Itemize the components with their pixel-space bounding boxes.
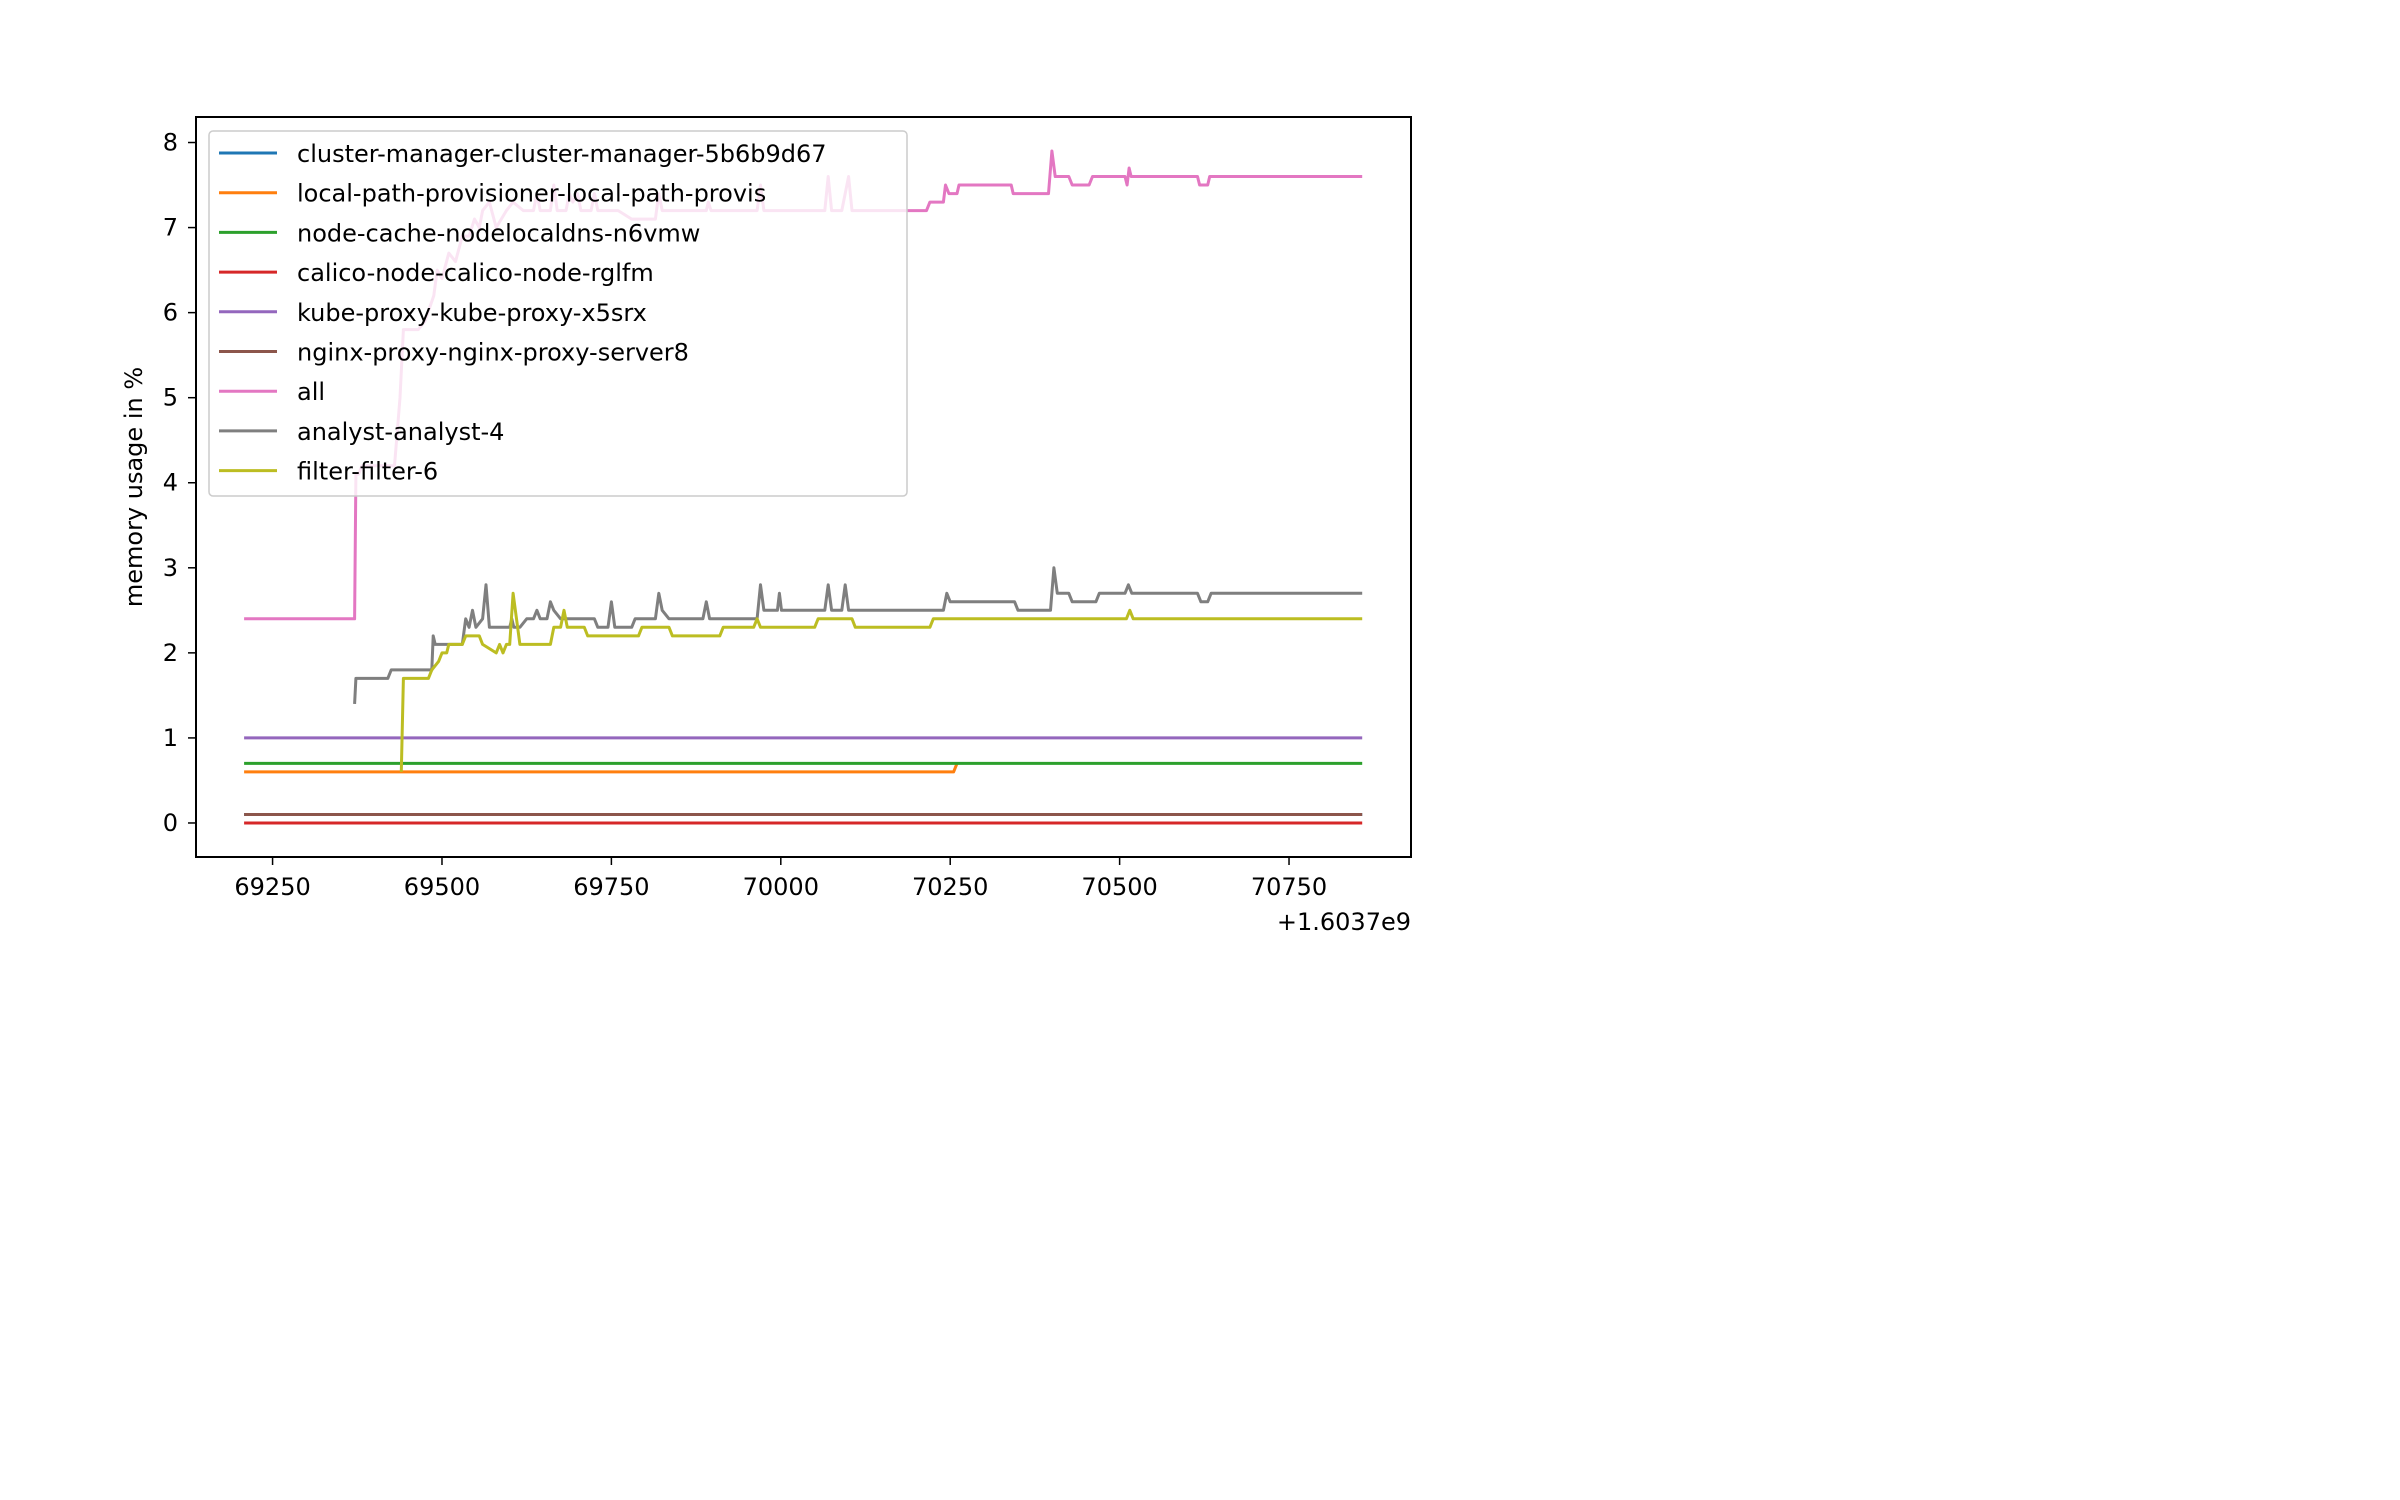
legend-label: nginx-proxy-nginx-proxy-server8 bbox=[297, 339, 689, 367]
legend-label: local-path-provisioner-local-path-provis bbox=[297, 180, 766, 208]
legend-label: analyst-analyst-4 bbox=[297, 418, 504, 446]
x-tick-label: 69250 bbox=[234, 873, 310, 901]
legend-label: all bbox=[297, 378, 325, 406]
x-tick-label: 70250 bbox=[912, 873, 988, 901]
legend-label: filter-filter-6 bbox=[297, 458, 438, 486]
series-line-7 bbox=[353, 566, 1363, 704]
y-tick-label: 7 bbox=[163, 214, 178, 242]
y-tick-label: 2 bbox=[163, 639, 178, 667]
legend-label: kube-proxy-kube-proxy-x5srx bbox=[297, 299, 647, 327]
plot-frame bbox=[195, 116, 1412, 858]
y-tick-label: 4 bbox=[163, 469, 178, 497]
y-tick-label: 6 bbox=[163, 299, 178, 327]
y-tick-label: 3 bbox=[163, 554, 178, 582]
x-offset-label: +1.6037e9 bbox=[1277, 908, 1411, 936]
series-line-8 bbox=[399, 591, 1363, 772]
x-tick-label: 69750 bbox=[573, 873, 649, 901]
legend-label: node-cache-nodelocaldns-n6vmw bbox=[297, 219, 700, 247]
legend-box bbox=[208, 130, 908, 497]
y-tick-label: 5 bbox=[163, 384, 178, 412]
legend-label: calico-node-calico-node-rglfm bbox=[297, 259, 654, 287]
y-tick-label: 0 bbox=[163, 809, 178, 837]
x-tick-label: 69500 bbox=[404, 873, 480, 901]
y-tick-label: 1 bbox=[163, 724, 178, 752]
chart-canvas: 69250 69500 69750 70000 70250 70500 70750 0 1 2 3… bbox=[120, 116, 1412, 936]
legend: cluster-manager-cluster-manager-5b6b9d67… bbox=[208, 130, 908, 497]
x-tick-label: 70000 bbox=[743, 873, 819, 901]
x-tick-label: 70500 bbox=[1081, 873, 1157, 901]
legend-label: cluster-manager-cluster-manager-5b6b9d67 bbox=[297, 140, 827, 168]
series-line-1 bbox=[244, 762, 959, 774]
x-tick-label: 70750 bbox=[1251, 873, 1327, 901]
y-tick-label: 8 bbox=[163, 129, 178, 157]
y-axis: 0 1 2 3 4 5 6 7 8 bbox=[163, 129, 196, 837]
x-axis: 69250 69500 69750 70000 70250 70500 70750 bbox=[234, 857, 1327, 901]
y-axis-label: memory usage in % bbox=[120, 367, 148, 607]
